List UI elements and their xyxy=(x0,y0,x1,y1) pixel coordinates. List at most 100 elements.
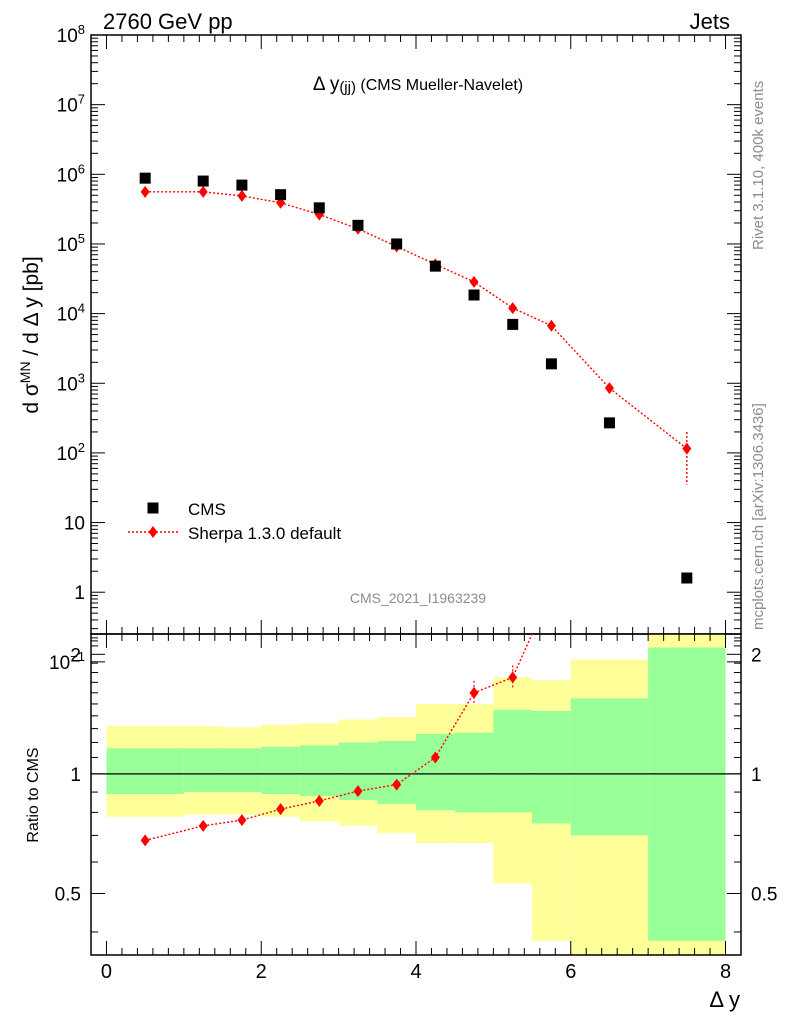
main-ytick-label: 10−1 xyxy=(49,649,85,674)
main-ylabel: d σMN / d Δ y [pb] xyxy=(17,256,43,413)
cms-point-2 xyxy=(236,179,248,191)
ratio-ytick-label-right: 0.5 xyxy=(751,884,777,905)
sherpa-point-11 xyxy=(604,382,614,395)
cms-point-9 xyxy=(507,318,519,330)
uncertainty-band-inner-4 xyxy=(299,745,339,796)
mcplots-label: mcplots.cern.ch [arXiv:1306.3436] xyxy=(750,403,767,630)
main-panel: Δ y(jj) (CMS Mueller-Navelet) d σMN / d … xyxy=(17,22,742,674)
main-frame xyxy=(90,34,742,635)
sherpa-point-9 xyxy=(508,302,518,315)
tick-label-exponent: 7 xyxy=(78,92,85,107)
main-ytick-label: 105 xyxy=(57,231,85,256)
tick-label-exponent: 2 xyxy=(78,440,85,455)
sherpa-point-12 xyxy=(682,442,692,455)
cms-point-3 xyxy=(275,189,287,201)
ratio-ytick-label-right: 2 xyxy=(751,645,762,666)
tick-label-exponent: 4 xyxy=(78,301,85,316)
main-ytick-label: 10 xyxy=(64,514,85,535)
header-process: Jets xyxy=(690,9,730,34)
uncertainty-band-inner-9 xyxy=(493,709,533,813)
uncertainty-band-inner-0 xyxy=(106,748,184,794)
tick-label-base: 10 xyxy=(57,96,78,117)
tick-label-exponent: 5 xyxy=(78,231,85,246)
cms-point-6 xyxy=(391,238,403,250)
ratio-ylabel: Ratio to CMS xyxy=(25,747,42,842)
uncertainty-band-inner-10 xyxy=(532,710,571,824)
ratio-point-3 xyxy=(276,803,286,816)
sherpa-point-8 xyxy=(469,275,479,288)
tick-label-exponent: −1 xyxy=(70,649,85,664)
tick-label-exponent: 6 xyxy=(78,161,85,176)
cms-point-11 xyxy=(603,417,615,429)
tick-label-base: 10 xyxy=(57,26,78,47)
sherpa-point-2 xyxy=(237,189,247,202)
main-ytick-label: 103 xyxy=(57,370,85,395)
uncertainty-band-inner-6 xyxy=(377,741,416,804)
x-axis-label: Δ y xyxy=(709,987,740,1012)
ylabel-superscript: MN xyxy=(17,361,33,383)
x-tick-label: 0 xyxy=(101,961,112,983)
watermark: CMS_2021_I1963239 xyxy=(350,590,486,606)
ratio-point-6 xyxy=(392,778,402,791)
title-subscript: (jj) xyxy=(339,79,356,96)
uncertainty-band-inner-3 xyxy=(261,746,300,794)
sherpa-line xyxy=(145,191,688,450)
ratio-point-4 xyxy=(314,794,324,807)
ylabel-part2: / d Δ y [pb] xyxy=(20,256,43,361)
ratio-ytick-label-right: 1 xyxy=(751,765,762,786)
legend-cms-label: CMS xyxy=(188,500,226,519)
header-energy: 2760 GeV pp xyxy=(103,9,233,34)
ratio-panel: 0 2 4 6 8 0.5 0.5 1 1 2 2 Ratio to CMS Δ y xyxy=(25,633,777,1012)
ratio-point-0 xyxy=(140,834,150,847)
sherpa-point-1 xyxy=(198,185,208,198)
x-tick-label: 2 xyxy=(256,961,267,983)
cms-point-12 xyxy=(681,572,693,584)
ratio-ytick-label: 2 xyxy=(70,645,81,666)
ratio-ytick-label: 1 xyxy=(70,765,81,786)
cms-point-5 xyxy=(352,219,364,231)
cms-point-7 xyxy=(429,260,441,272)
tick-label-base: 10 xyxy=(57,235,78,256)
ratio-sherpa-line xyxy=(144,633,533,842)
uncertainty-band-inner-12 xyxy=(648,647,726,941)
main-ytick-label: 106 xyxy=(57,161,85,186)
tick-label-base: 10 xyxy=(57,305,78,326)
ylabel-part1: d σ xyxy=(20,383,43,414)
tick-label-exponent: 3 xyxy=(78,370,85,385)
cms-point-10 xyxy=(545,358,557,370)
ratio-data-layer: 0 2 4 6 8 0.5 0.5 1 1 2 2 xyxy=(55,633,777,983)
ratio-point-1 xyxy=(198,819,208,832)
x-tick-label: 4 xyxy=(410,961,421,983)
cms-point-4 xyxy=(313,202,325,214)
tick-label-base: 10 xyxy=(57,374,78,395)
main-ytick-label: 1 xyxy=(74,583,85,604)
ratio-point-7 xyxy=(430,751,440,764)
uncertainty-band-inner-7 xyxy=(416,734,455,811)
legend-sherpa-label: Sherpa 1.3.0 default xyxy=(188,524,341,543)
title-delta-y: Δ y xyxy=(313,74,340,95)
uncertainty-band-inner-8 xyxy=(454,732,494,813)
cms-point-1 xyxy=(197,175,209,187)
tick-label-base: 10 xyxy=(49,653,70,674)
tick-label-exponent: 8 xyxy=(78,22,85,37)
ratio-point-8 xyxy=(469,686,479,699)
sherpa-point-10 xyxy=(546,319,556,332)
ratio-ytick-label: 0.5 xyxy=(55,884,81,905)
main-ytick-label: 107 xyxy=(57,92,85,117)
tick-label-base: 10 xyxy=(57,165,78,186)
legend-sherpa-marker xyxy=(148,526,158,538)
title-rest: (CMS Mueller-Navelet) xyxy=(356,77,523,94)
uncertainty-band-inner-11 xyxy=(570,698,649,836)
main-ytick-label: 102 xyxy=(57,440,85,465)
ratio-point-5 xyxy=(353,785,363,798)
sherpa-point-0 xyxy=(140,185,150,198)
main-title: Δ y(jj) (CMS Mueller-Navelet) xyxy=(313,74,523,96)
uncertainty-band-inner-1 xyxy=(183,748,223,793)
x-tick-label: 6 xyxy=(565,961,576,983)
legend-cms-marker xyxy=(147,502,159,514)
x-tick-label: 8 xyxy=(720,961,731,983)
cms-point-8 xyxy=(468,289,480,301)
uncertainty-band-inner-2 xyxy=(222,748,262,793)
